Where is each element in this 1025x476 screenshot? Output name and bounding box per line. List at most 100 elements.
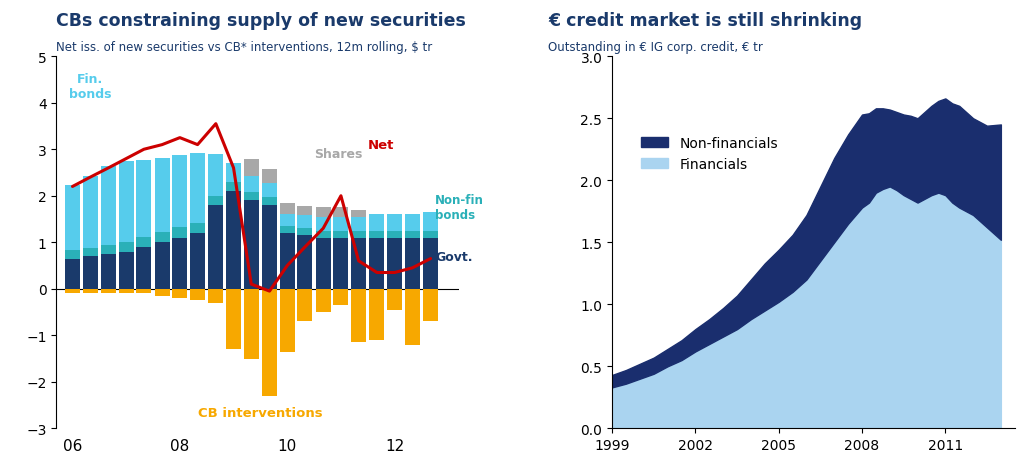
Bar <box>83 248 97 257</box>
Bar <box>65 251 80 259</box>
Bar <box>65 186 80 251</box>
Bar <box>65 289 80 294</box>
Bar <box>316 289 331 312</box>
Bar <box>369 231 384 238</box>
Bar <box>172 228 188 238</box>
Bar <box>387 231 402 238</box>
Bar <box>244 160 258 177</box>
Bar <box>297 229 313 236</box>
Bar <box>119 161 133 243</box>
Bar <box>208 197 223 206</box>
Bar <box>65 289 80 294</box>
Bar <box>297 216 313 229</box>
Bar <box>155 289 170 296</box>
Bar <box>208 289 223 294</box>
Bar <box>100 166 116 245</box>
Bar <box>333 238 348 289</box>
Bar <box>280 289 295 352</box>
Bar <box>280 215 295 227</box>
Legend: Non-financials, Financials: Non-financials, Financials <box>636 131 784 177</box>
Bar <box>333 217 348 231</box>
Bar <box>262 206 277 289</box>
Bar <box>136 289 152 294</box>
Bar <box>387 215 402 231</box>
Bar <box>297 236 313 289</box>
Bar <box>119 289 133 294</box>
Bar <box>316 238 331 289</box>
Bar <box>405 231 420 238</box>
Bar <box>423 238 438 289</box>
Bar <box>352 238 366 289</box>
Bar <box>100 245 116 254</box>
Bar <box>136 160 152 237</box>
Bar <box>119 289 133 294</box>
Text: Fin.
bonds: Fin. bonds <box>69 73 112 101</box>
Bar <box>208 155 223 197</box>
Bar <box>369 238 384 289</box>
Bar <box>352 231 366 238</box>
Bar <box>190 289 205 298</box>
Bar <box>155 289 170 296</box>
Bar <box>65 259 80 289</box>
Bar <box>352 289 366 343</box>
Text: Outstanding in € IG corp. credit, € tr: Outstanding in € IG corp. credit, € tr <box>548 40 764 53</box>
Text: € credit market is still shrinking: € credit market is still shrinking <box>548 12 862 30</box>
Bar <box>333 208 348 217</box>
Bar <box>155 233 170 243</box>
Bar <box>262 289 277 396</box>
Bar <box>387 238 402 289</box>
Bar <box>119 252 133 289</box>
Text: CB interventions: CB interventions <box>198 406 323 419</box>
Bar <box>262 197 277 206</box>
Bar <box>297 207 313 216</box>
Bar <box>190 154 205 223</box>
Bar <box>172 238 188 289</box>
Bar <box>280 227 295 234</box>
Bar <box>100 254 116 289</box>
Text: Net: Net <box>368 139 395 152</box>
Bar <box>244 289 258 359</box>
Bar <box>208 289 223 303</box>
Bar <box>244 177 258 193</box>
Bar <box>190 289 205 301</box>
Bar <box>227 192 241 289</box>
Bar <box>172 289 188 296</box>
Bar <box>262 169 277 183</box>
Bar <box>119 243 133 252</box>
Text: Govt.: Govt. <box>435 250 473 263</box>
Bar <box>136 237 152 248</box>
Bar <box>316 208 331 217</box>
Bar <box>405 215 420 231</box>
Bar <box>352 210 366 217</box>
Bar <box>172 156 188 228</box>
Bar <box>83 289 97 294</box>
Bar <box>333 289 348 306</box>
Bar <box>136 289 152 294</box>
Bar <box>83 289 97 294</box>
Bar <box>423 231 438 238</box>
Bar <box>297 289 313 322</box>
Bar <box>136 248 152 289</box>
Bar <box>369 289 384 340</box>
Bar <box>316 231 331 238</box>
Bar <box>316 217 331 231</box>
Bar <box>405 289 420 345</box>
Bar <box>227 289 241 301</box>
Bar <box>155 159 170 233</box>
Bar <box>280 234 295 289</box>
Bar <box>423 213 438 231</box>
Bar <box>352 217 366 231</box>
Bar <box>244 201 258 289</box>
Text: Shares: Shares <box>314 148 363 161</box>
Bar <box>190 223 205 234</box>
Bar <box>244 193 258 201</box>
Bar <box>262 183 277 197</box>
Bar <box>83 257 97 289</box>
Bar <box>100 289 116 294</box>
Bar <box>405 238 420 289</box>
Bar <box>280 203 295 215</box>
Text: Net iss. of new securities vs CB* interventions, 12m rolling, $ tr: Net iss. of new securities vs CB* interv… <box>56 40 433 53</box>
Bar <box>333 231 348 238</box>
Bar <box>423 289 438 322</box>
Bar <box>208 206 223 289</box>
